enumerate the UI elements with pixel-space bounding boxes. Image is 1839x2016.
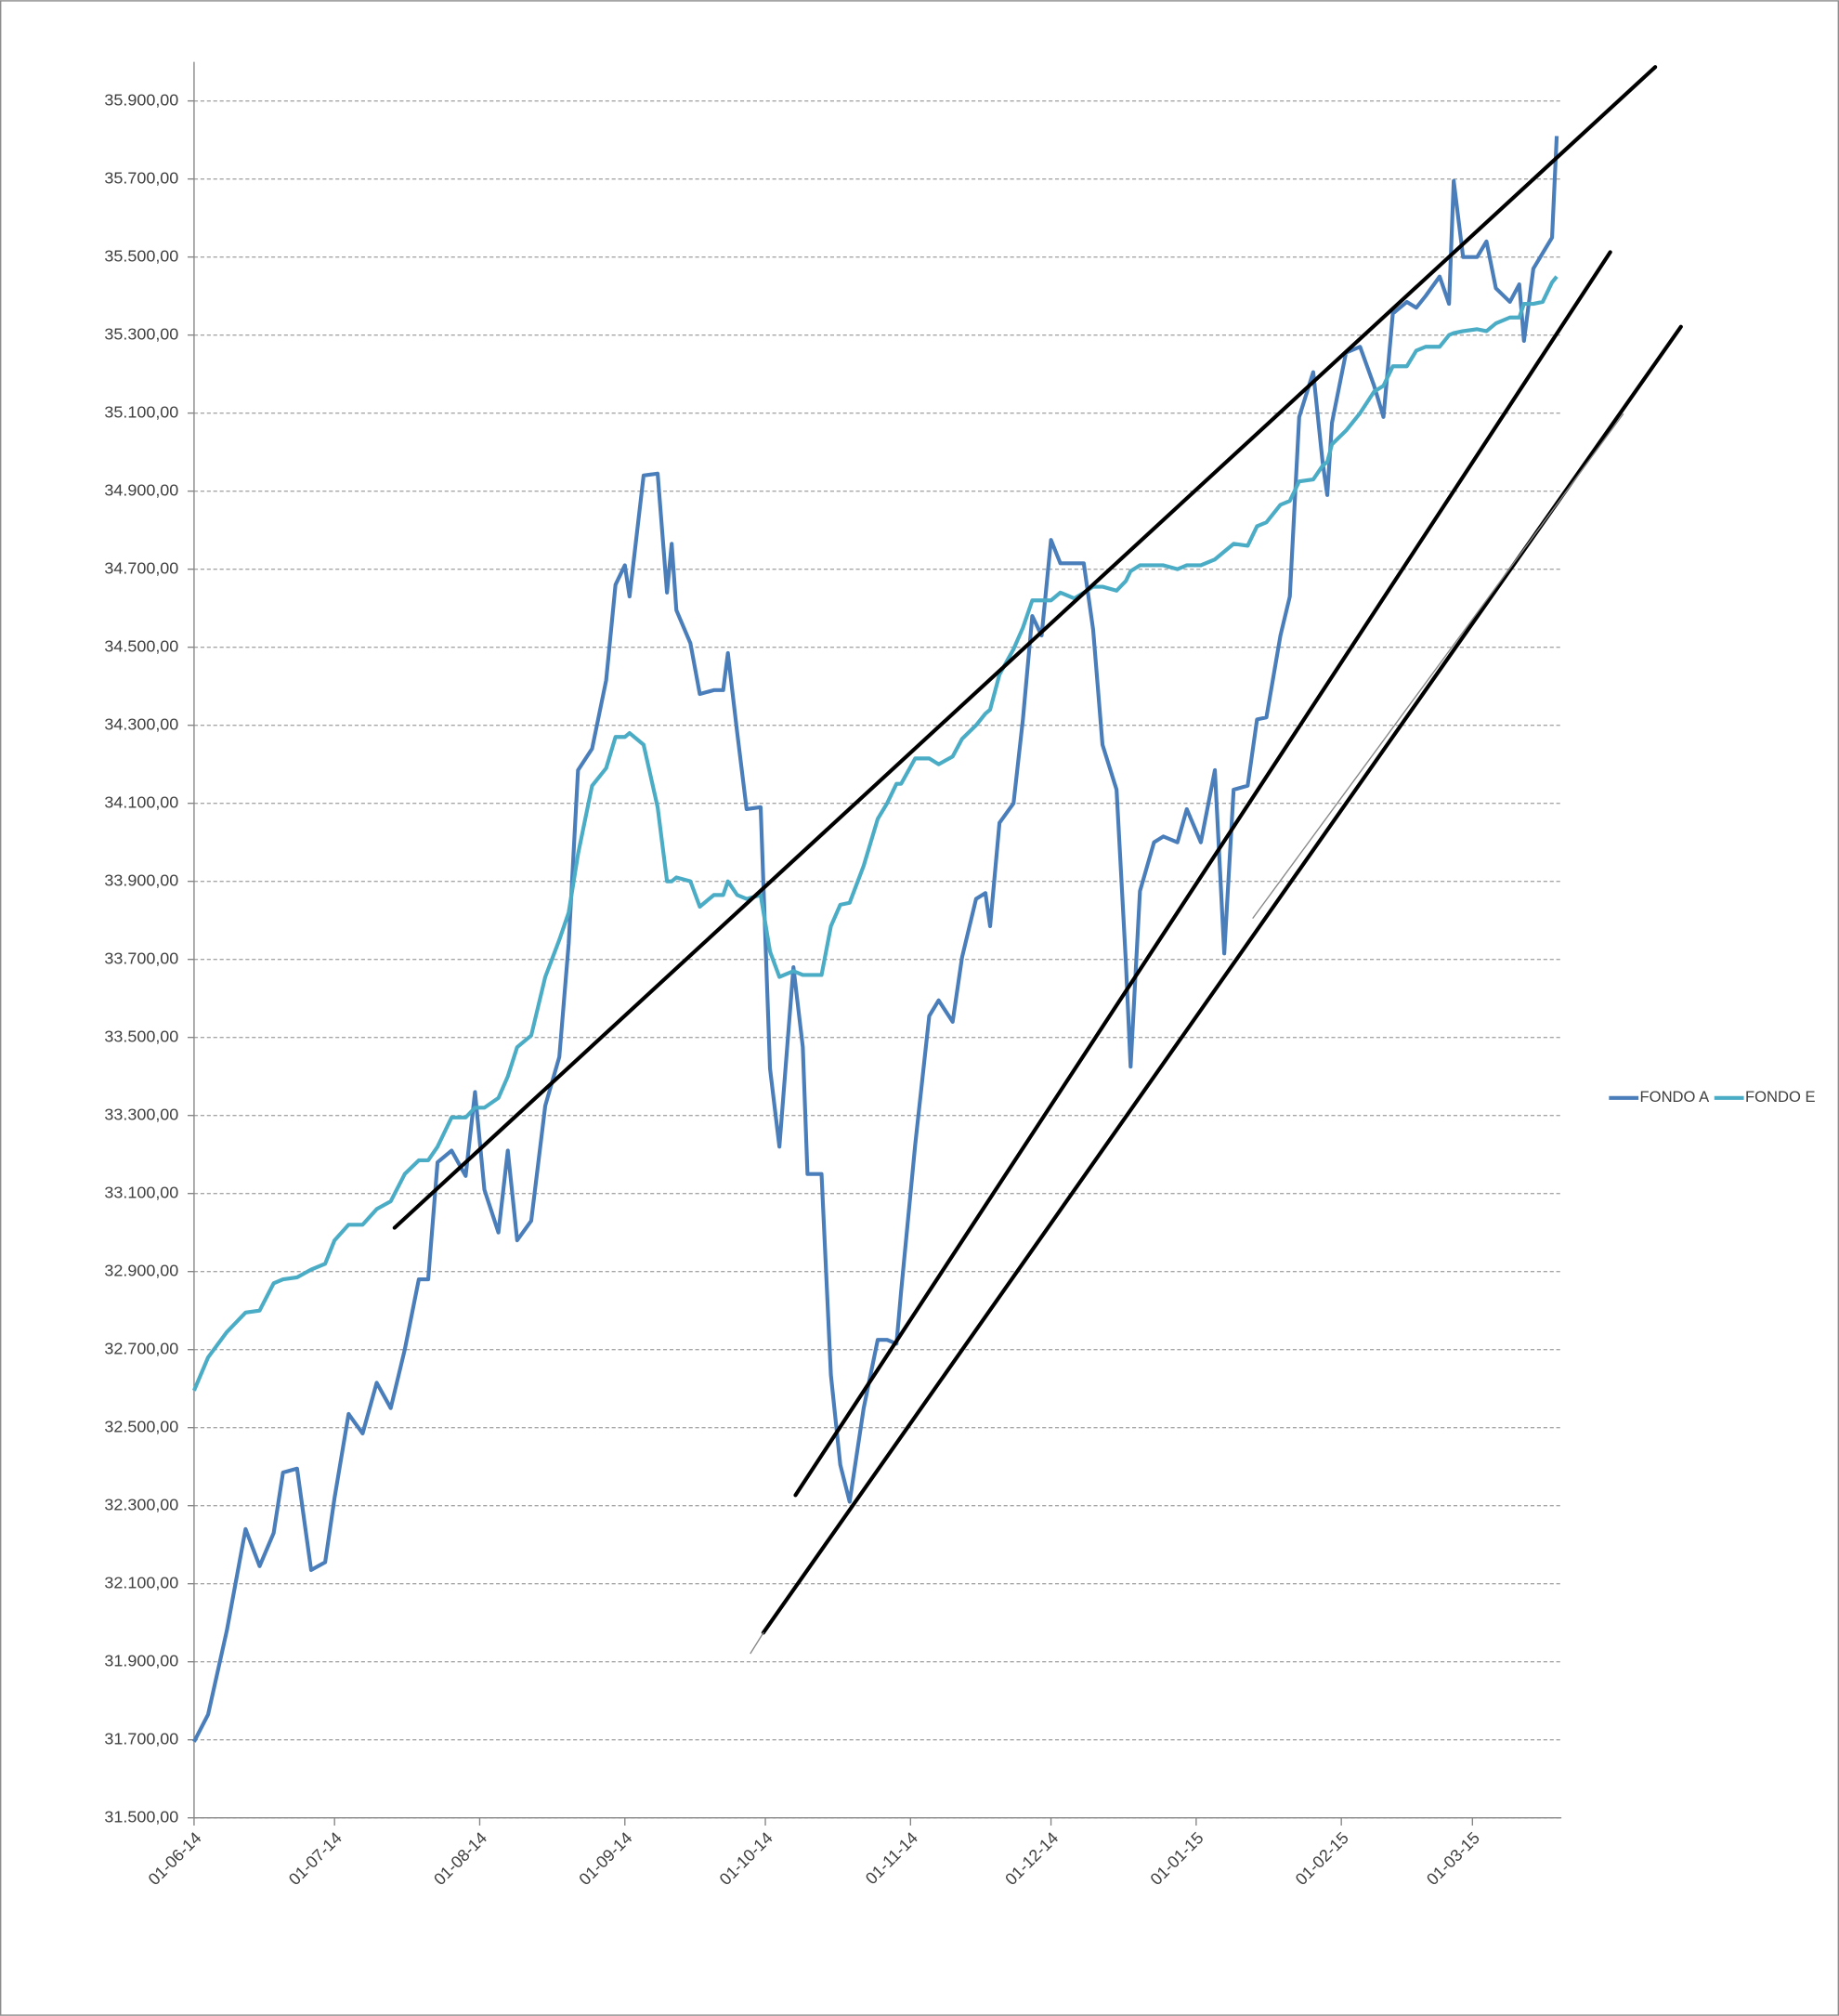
y-tick-label: 34.900,00 [104, 480, 178, 499]
legend-label: FONDO E [1745, 1088, 1816, 1106]
legend: FONDO A FONDO E [1609, 1088, 1816, 1106]
y-tick-label: 34.100,00 [104, 792, 178, 811]
y-tick-label: 31.500,00 [104, 1807, 178, 1826]
y-tick-label: 33.900,00 [104, 871, 178, 889]
y-tick-label: 32.100,00 [104, 1573, 178, 1591]
y-tick-label: 33.500,00 [104, 1027, 178, 1045]
y-tick-label: 35.700,00 [104, 168, 178, 187]
y-tick-label: 34.500,00 [104, 636, 178, 655]
y-tick-label: 32.900,00 [104, 1261, 178, 1279]
y-tick-label: 32.500,00 [104, 1417, 178, 1435]
trend-line-thin [750, 1631, 764, 1655]
y-tick-label: 35.500,00 [104, 246, 178, 265]
y-tick-label: 35.300,00 [104, 324, 178, 343]
y-tick-label: 35.100,00 [104, 402, 178, 421]
trend-line [392, 65, 1658, 1230]
y-tick-label: 33.300,00 [104, 1105, 178, 1123]
trend-line [793, 250, 1612, 1498]
trend-lines [392, 65, 1683, 1655]
y-tick-label: 34.300,00 [104, 714, 178, 733]
y-tick-label: 32.700,00 [104, 1339, 178, 1357]
y-tick-label: 31.900,00 [104, 1651, 178, 1669]
series-line [192, 275, 1559, 1392]
legend-label: FONDO A [1640, 1088, 1711, 1106]
y-tick-label: 31.700,00 [104, 1729, 178, 1748]
y-tick-label: 35.900,00 [104, 90, 178, 109]
trend-line-thin [1252, 413, 1624, 919]
y-tick-label: 32.300,00 [104, 1495, 178, 1513]
y-tick-label: 33.700,00 [104, 949, 178, 967]
y-tick-label: 34.700,00 [104, 558, 178, 577]
y-tick-label: 33.100,00 [104, 1183, 178, 1201]
